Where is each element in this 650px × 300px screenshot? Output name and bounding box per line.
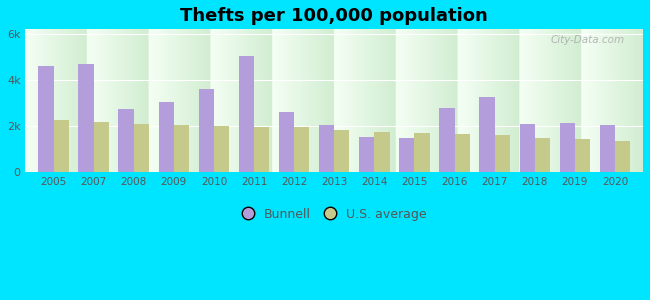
Bar (94, 122, 109, 172)
Bar (334, 130, 350, 172)
Bar (519, 124, 535, 172)
Bar (535, 138, 550, 172)
Bar (53, 120, 69, 172)
Bar (575, 139, 590, 172)
Bar (600, 125, 615, 172)
Bar (415, 133, 430, 172)
Bar (560, 123, 575, 172)
Bar (214, 126, 229, 172)
Bar (399, 138, 415, 172)
Title: Thefts per 100,000 population: Thefts per 100,000 population (180, 7, 488, 25)
Bar (495, 135, 510, 172)
Bar (199, 89, 214, 172)
Bar (134, 124, 149, 172)
Bar (239, 56, 254, 172)
Bar (374, 132, 389, 172)
Bar (118, 109, 134, 172)
Legend: Bunnell, U.S. average: Bunnell, U.S. average (237, 203, 432, 226)
Bar (454, 134, 470, 172)
Bar (174, 125, 189, 172)
Bar (319, 125, 334, 172)
Bar (254, 127, 269, 172)
Bar (279, 112, 294, 172)
Bar (615, 141, 630, 172)
Bar (79, 64, 94, 172)
Bar (38, 66, 53, 172)
Bar (159, 102, 174, 172)
Bar (439, 108, 454, 172)
Bar (294, 127, 309, 172)
Bar (359, 136, 374, 172)
Bar (480, 97, 495, 172)
Text: City-Data.com: City-Data.com (551, 35, 625, 45)
